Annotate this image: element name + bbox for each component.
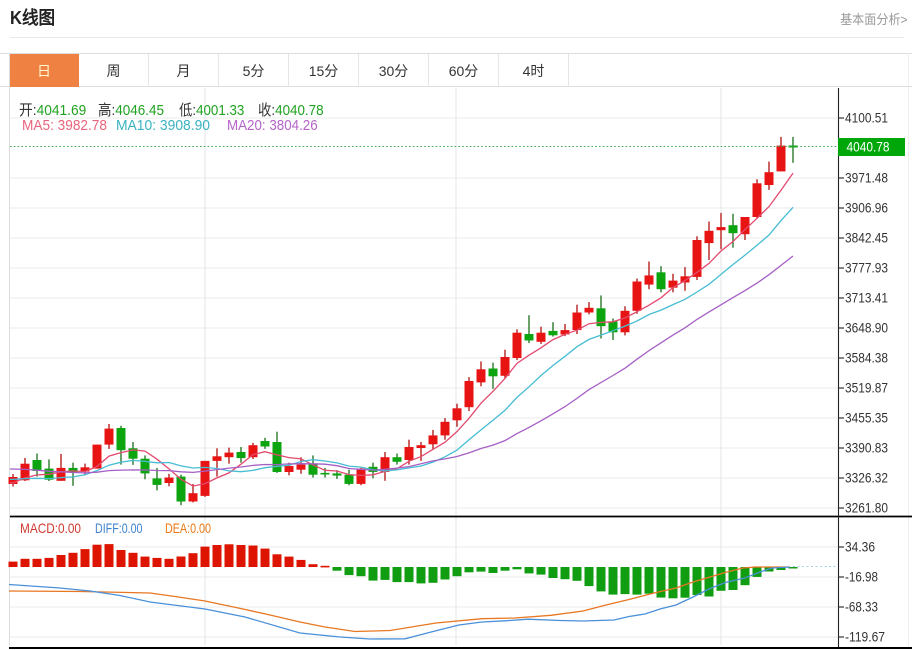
svg-text:3390.83: 3390.83	[845, 441, 888, 456]
svg-text:3584.38: 3584.38	[845, 351, 888, 366]
svg-text:3648.90: 3648.90	[845, 321, 888, 336]
svg-text:3326.32: 3326.32	[845, 471, 888, 486]
svg-text:3519.87: 3519.87	[845, 381, 888, 396]
svg-text:3906.96: 3906.96	[845, 201, 888, 216]
svg-text:3971.48: 3971.48	[845, 171, 888, 186]
svg-text:4100.51: 4100.51	[845, 111, 888, 126]
svg-text:3713.41: 3713.41	[845, 291, 888, 306]
svg-text:-16.98: -16.98	[845, 570, 878, 585]
svg-text:34.36: 34.36	[845, 540, 875, 555]
svg-text:-68.33: -68.33	[845, 600, 878, 615]
svg-text:4040.78: 4040.78	[847, 140, 890, 155]
svg-text:3261.80: 3261.80	[845, 501, 888, 516]
svg-text:3455.35: 3455.35	[845, 411, 888, 426]
svg-text:3777.93: 3777.93	[845, 261, 888, 276]
svg-text:3842.45: 3842.45	[845, 231, 888, 246]
svg-text:-119.67: -119.67	[845, 630, 885, 645]
